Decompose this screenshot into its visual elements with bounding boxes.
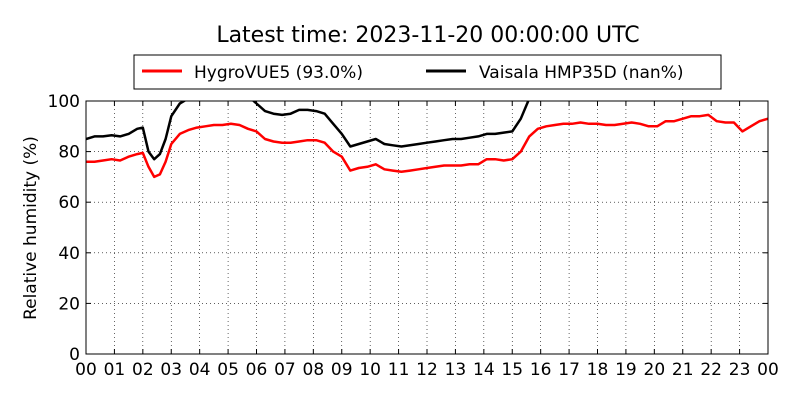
- x-tick-label: 16: [530, 360, 552, 380]
- plot-frame: [85, 100, 769, 355]
- x-tick-label: 02: [132, 360, 154, 380]
- y-tick-label: 0: [69, 345, 80, 365]
- x-tick-label: 14: [473, 360, 495, 380]
- y-axis-label: Relative humidity (%): [21, 136, 41, 320]
- grid: [86, 101, 768, 354]
- x-tick-label: 18: [587, 360, 609, 380]
- x-tick-label: 23: [729, 360, 751, 380]
- x-tick-label: 11: [388, 360, 410, 380]
- y-tick-label: 40: [58, 244, 80, 264]
- x-tick-label: 19: [615, 360, 637, 380]
- x-tick-label: 05: [217, 360, 239, 380]
- series-line-hygrovue: [86, 113, 768, 179]
- x-tick-label: 06: [246, 360, 268, 380]
- legend: HygroVUE5 (93.0%) Vaisala HMP35D (nan%): [133, 54, 722, 90]
- x-tick-label: 20: [644, 360, 666, 380]
- x-tick-label: 09: [331, 360, 353, 380]
- y-tick-label: 100: [48, 92, 80, 112]
- x-tick-label: 00: [75, 360, 97, 380]
- series-line-vaisala: [86, 101, 530, 161]
- x-tick-label: 03: [160, 360, 182, 380]
- legend-label-hygrovue: HygroVUE5 (93.0%): [194, 63, 363, 83]
- x-tick-label: 08: [303, 360, 325, 380]
- x-tick-label: 15: [501, 360, 523, 380]
- axis-ticks: 00 01 02 03 04 05 06 07 08 09 10 11 12 13 14 15 16 17 18 19…: [48, 92, 779, 380]
- y-tick-label: 80: [58, 143, 80, 163]
- x-tick-label: 22: [700, 360, 722, 380]
- x-tick-label: 21: [672, 360, 694, 380]
- y-tick-label: 60: [58, 193, 80, 213]
- x-tick-label: 04: [189, 360, 211, 380]
- x-tick-label: 13: [445, 360, 467, 380]
- x-tick-label: 12: [416, 360, 438, 380]
- y-tick-label: 20: [58, 294, 80, 314]
- x-tick-label: 10: [359, 360, 381, 380]
- x-tick-label: 17: [558, 360, 580, 380]
- x-tick-label: 00: [757, 360, 779, 380]
- legend-label-vaisala: Vaisala HMP35D (nan%): [479, 63, 683, 83]
- plot-area: [86, 101, 768, 179]
- x-tick-label: 07: [274, 360, 296, 380]
- chart-title: Latest time: 2023-11-20 00:00:00 UTC: [216, 23, 639, 48]
- x-tick-label: 01: [104, 360, 126, 380]
